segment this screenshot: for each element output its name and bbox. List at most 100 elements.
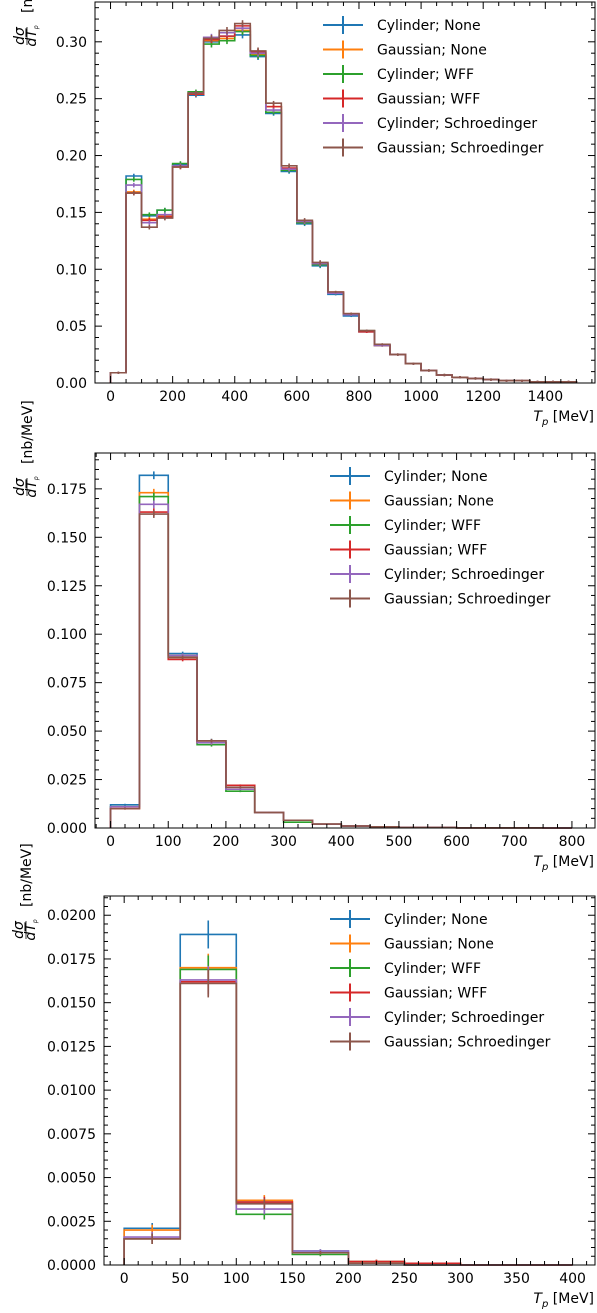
legend-item: Cylinder; Schroedinger xyxy=(330,1008,544,1026)
legend-label: Cylinder; None xyxy=(384,469,488,485)
legend-label: Gaussian; None xyxy=(384,937,494,953)
y-label-numerator: dσ xyxy=(11,920,27,939)
x-axis-label: Tp [MeV] xyxy=(533,1291,594,1310)
y-tick-label: 0.025 xyxy=(47,773,87,789)
histogram-step-line xyxy=(109,29,578,383)
axes-frame xyxy=(94,452,596,829)
y-label-unit: [nb/MeV] xyxy=(20,400,36,464)
histogram-step-line xyxy=(109,474,572,829)
legend: Cylinder; None Gaussian; None Cylinder; WF… xyxy=(330,467,551,608)
axes: 0 100 200 300 400 500 600 700 800 0.000 0.025 0.050… xyxy=(47,452,596,850)
x-tick-label: 300 xyxy=(270,834,297,850)
y-tick-label: 0.0075 xyxy=(47,1127,96,1143)
legend-item: Gaussian; None xyxy=(330,491,494,510)
y-tick-label: 0.125 xyxy=(47,579,87,595)
y-label-numerator: dσ xyxy=(12,26,28,45)
y-tick-label: 0.075 xyxy=(47,676,87,692)
x-tick-label: 300 xyxy=(447,1271,474,1287)
histogram-step-line xyxy=(109,30,578,383)
legend-item: Gaussian; Schroedinger xyxy=(323,138,544,157)
legend-item: Gaussian; WFF xyxy=(323,89,480,108)
legend-item: Gaussian; WFF xyxy=(330,540,487,559)
y-tick-label: 0.000 xyxy=(47,821,87,837)
x-tick-label: 200 xyxy=(159,389,186,405)
axes: 0 50 100 150 200 250 300 350 400 0.0000 0.0025 0.00… xyxy=(47,895,596,1287)
x-tick-label: 800 xyxy=(346,389,373,405)
legend-item: Cylinder; None xyxy=(330,467,488,485)
y-tick-label: 0.20 xyxy=(56,149,87,165)
y-tick-label: 0.0150 xyxy=(47,996,96,1012)
legend-label: Cylinder; None xyxy=(384,912,488,928)
panel-1: 0 200 400 600 800 1000 1200 1400 0.00 0.05 0.10 0.1… xyxy=(12,0,596,428)
y-tick-label: 0.0125 xyxy=(47,1039,96,1055)
x-tick-label: 0 xyxy=(106,389,115,405)
y-tick-label: 0.15 xyxy=(56,205,87,221)
legend: Cylinder; None Gaussian; None Cylinder; WF… xyxy=(330,910,551,1051)
y-tick-label: 0.25 xyxy=(56,92,87,108)
y-tick-label: 0.050 xyxy=(47,724,87,740)
panel-2: 0 100 200 300 400 500 600 700 800 0.000 0.025 0.050… xyxy=(12,400,596,873)
legend-label: Gaussian; Schroedinger xyxy=(384,1035,551,1051)
x-tick-label: 700 xyxy=(501,834,528,850)
histogram-step-line xyxy=(109,34,578,383)
legend-label: Cylinder; WFF xyxy=(384,518,481,534)
x-tick-label: 1400 xyxy=(527,389,563,405)
panel-3: 0 50 100 150 200 250 300 350 400 0.0000 0.0025 0.00… xyxy=(11,843,596,1310)
x-tick-label: 50 xyxy=(171,1271,189,1287)
histogram-step-line xyxy=(109,503,572,829)
y-label-numerator: dσ xyxy=(12,477,28,496)
x-tick-label: 250 xyxy=(391,1271,418,1287)
legend-label: Cylinder; Schroedinger xyxy=(384,1010,544,1026)
legend-label: Gaussian; WFF xyxy=(377,92,480,108)
x-tick-label: 600 xyxy=(443,834,470,850)
y-tick-label: 0.175 xyxy=(47,482,87,498)
x-tick-label: 600 xyxy=(283,389,310,405)
legend-label: Gaussian; WFF xyxy=(384,986,487,1002)
legend: Cylinder; None Gaussian; None Cylinder; WF… xyxy=(323,16,544,157)
series-1 xyxy=(123,920,573,1266)
y-tick-label: 0.0050 xyxy=(47,1171,96,1187)
y-label-denominator: dTp xyxy=(24,25,40,46)
legend-item: Gaussian; None xyxy=(330,934,494,953)
y-tick-label: 0.30 xyxy=(56,35,87,51)
legend-label: Gaussian; WFF xyxy=(384,543,487,559)
series-3 xyxy=(109,492,572,829)
x-tick-label: 400 xyxy=(221,389,248,405)
legend-label: Cylinder; Schroedinger xyxy=(377,116,537,132)
legend-label: Cylinder; WFF xyxy=(377,67,474,83)
y-tick-label: 0.05 xyxy=(56,319,87,335)
legend-label: Cylinder; Schroedinger xyxy=(384,567,544,583)
y-tick-label: 0.0000 xyxy=(47,1258,96,1274)
legend-item: Gaussian; None xyxy=(323,40,487,59)
y-label-unit: [nb/MeV] xyxy=(19,843,35,907)
y-tick-label: 0.100 xyxy=(47,627,87,643)
legend-item: Cylinder; Schroedinger xyxy=(330,565,544,583)
x-tick-label: 150 xyxy=(279,1271,306,1287)
y-tick-label: 0.00 xyxy=(56,376,87,392)
legend-item: Gaussian; Schroedinger xyxy=(330,1032,551,1051)
y-tick-label: 0.150 xyxy=(47,530,87,546)
y-tick-label: 0.0025 xyxy=(47,1214,96,1230)
x-axis-label: Tp [MeV] xyxy=(533,854,594,873)
histogram-step-line xyxy=(109,491,572,829)
x-tick-label: 100 xyxy=(223,1271,250,1287)
y-tick-label: 0.0175 xyxy=(47,952,96,968)
x-tick-label: 0 xyxy=(106,834,115,850)
x-tick-label: 100 xyxy=(155,834,182,850)
legend-item: Cylinder; None xyxy=(323,16,481,34)
plot-area xyxy=(123,920,573,1266)
x-tick-label: 500 xyxy=(386,834,413,850)
y-tick-label: 0.0200 xyxy=(47,908,96,924)
x-tick-label: 400 xyxy=(328,834,355,850)
series-3 xyxy=(123,955,573,1266)
legend-item: Cylinder; Schroedinger xyxy=(323,114,537,132)
x-tick-label: 200 xyxy=(335,1271,362,1287)
x-axis-label: Tp [MeV] xyxy=(533,409,594,428)
legend-label: Gaussian; None xyxy=(377,43,487,59)
legend-label: Cylinder; WFF xyxy=(384,961,481,977)
axes-frame xyxy=(94,1,596,384)
x-tick-label: 800 xyxy=(559,834,586,850)
axes: 0 200 400 600 800 1000 1200 1400 0.00 0.05 0.10 0.1… xyxy=(56,1,596,405)
